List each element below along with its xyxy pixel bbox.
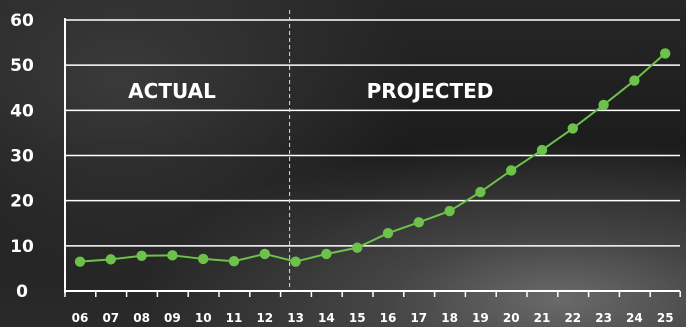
grid-lines <box>65 19 680 247</box>
x-tick-label-18: 18 <box>441 311 458 325</box>
y-tick-label-10: 10 <box>10 237 34 257</box>
x-tick-label-19: 19 <box>472 311 489 325</box>
y-tick-label-0: 0 <box>16 282 28 302</box>
data-point-19 <box>475 186 486 198</box>
region-label-actual: ACTUAL <box>128 79 216 103</box>
axes <box>64 18 681 297</box>
data-point-24 <box>629 75 640 86</box>
data-point-12 <box>259 248 270 260</box>
data-point-22 <box>567 123 578 134</box>
x-tick-label-06: 06 <box>72 311 89 325</box>
y-tick-label-20: 20 <box>10 192 34 212</box>
y-tick-labels: 0 10 20 30 40 50 60 <box>10 11 34 302</box>
x-tick-label-20: 20 <box>503 311 520 325</box>
data-point-07 <box>105 254 117 265</box>
data-point-20 <box>506 165 517 176</box>
data-point-10 <box>198 253 209 265</box>
x-tick-label-13: 13 <box>287 311 304 325</box>
x-tick-label-14: 14 <box>318 311 335 325</box>
data-point-09 <box>167 250 178 261</box>
region-label-projected: PROJECTED <box>367 79 494 103</box>
x-tick-label-09: 09 <box>164 311 181 325</box>
y-tick-label-30: 30 <box>10 147 34 167</box>
x-tick-label-07: 07 <box>102 311 119 325</box>
data-point-16 <box>382 227 394 239</box>
data-point-25 <box>660 48 671 59</box>
series <box>74 48 671 267</box>
x-tick-label-11: 11 <box>226 311 243 325</box>
y-tick-label-40: 40 <box>10 101 34 121</box>
data-point-18 <box>444 205 455 217</box>
x-tick-label-15: 15 <box>349 311 366 325</box>
data-point-13 <box>290 256 301 267</box>
x-tick-label-10: 10 <box>195 311 212 325</box>
x-tick-label-16: 16 <box>380 311 397 325</box>
data-point-08 <box>136 250 147 261</box>
data-point-15 <box>352 242 363 253</box>
data-point-17 <box>413 217 424 228</box>
x-tick-label-24: 24 <box>626 311 643 325</box>
x-tick-label-23: 23 <box>595 311 612 325</box>
x-tick-label-21: 21 <box>534 311 551 325</box>
x-tick-label-08: 08 <box>133 311 150 325</box>
data-point-14 <box>321 248 332 260</box>
x-tick-label-25: 25 <box>657 311 674 325</box>
y-tick-label-50: 50 <box>10 56 34 76</box>
data-point-21 <box>536 144 548 156</box>
x-tick-labels: 06 07 08 09 10 11 12 13 14 15 16 17 18 19 20 21 22 23 24 25 <box>72 311 674 325</box>
y-tick-label-60: 60 <box>10 11 34 31</box>
data-point-11 <box>228 255 240 267</box>
x-tick-label-22: 22 <box>564 311 581 325</box>
x-tick-label-12: 12 <box>256 311 273 325</box>
data-point-23 <box>598 99 609 111</box>
x-tick-label-17: 17 <box>410 311 427 325</box>
data-point-06 <box>74 256 86 267</box>
